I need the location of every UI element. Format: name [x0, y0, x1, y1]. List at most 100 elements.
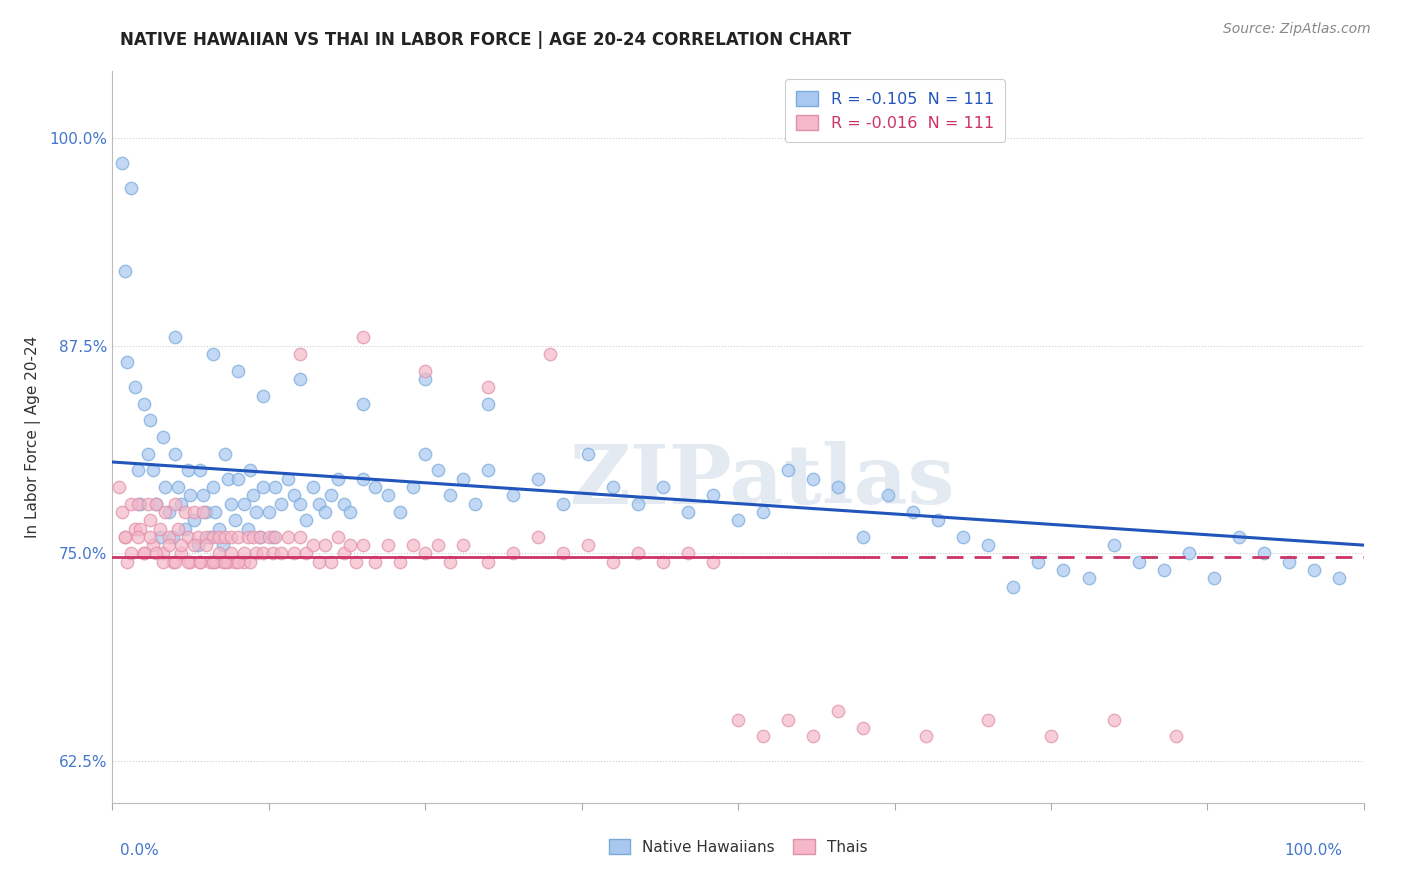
- Point: [117, 355, 139, 369]
- Point: [179, 555, 201, 569]
- Point: [162, 555, 184, 569]
- Point: [152, 546, 174, 560]
- Point: [187, 530, 209, 544]
- Point: [426, 538, 449, 552]
- Point: [226, 555, 249, 569]
- Point: [527, 530, 550, 544]
- Point: [1327, 571, 1350, 585]
- Point: [179, 488, 201, 502]
- Point: [252, 388, 274, 402]
- Point: [301, 538, 323, 552]
- Point: [451, 538, 474, 552]
- Point: [183, 505, 205, 519]
- Point: [174, 505, 197, 519]
- Point: [1002, 580, 1025, 594]
- Point: [413, 447, 436, 461]
- Point: [214, 555, 236, 569]
- Point: [915, 729, 938, 743]
- Point: [827, 480, 849, 494]
- Point: [439, 555, 461, 569]
- Point: [157, 538, 180, 552]
- Point: [413, 372, 436, 386]
- Point: [111, 156, 134, 170]
- Point: [977, 713, 1000, 727]
- Point: [132, 397, 155, 411]
- Point: [111, 505, 134, 519]
- Point: [221, 530, 243, 544]
- Text: 100.0%: 100.0%: [1285, 843, 1343, 858]
- Point: [120, 180, 142, 194]
- Point: [877, 488, 900, 502]
- Point: [346, 555, 368, 569]
- Point: [208, 546, 231, 560]
- Point: [290, 530, 312, 544]
- Point: [477, 555, 499, 569]
- Point: [191, 505, 214, 519]
- Point: [676, 546, 699, 560]
- Point: [224, 555, 246, 569]
- Point: [201, 555, 224, 569]
- Point: [239, 463, 262, 477]
- Point: [308, 497, 330, 511]
- Point: [352, 397, 374, 411]
- Point: [477, 380, 499, 394]
- Point: [139, 530, 162, 544]
- Point: [602, 555, 624, 569]
- Point: [333, 497, 356, 511]
- Point: [245, 546, 267, 560]
- Point: [170, 546, 193, 560]
- Point: [295, 513, 318, 527]
- Point: [208, 521, 231, 535]
- Point: [277, 530, 299, 544]
- Point: [187, 538, 209, 552]
- Point: [778, 713, 800, 727]
- Point: [314, 505, 336, 519]
- Point: [145, 497, 167, 511]
- Point: [242, 488, 264, 502]
- Point: [163, 497, 186, 511]
- Point: [652, 555, 675, 569]
- Point: [927, 513, 949, 527]
- Point: [352, 538, 374, 552]
- Point: [290, 372, 312, 386]
- Point: [402, 538, 425, 552]
- Point: [852, 530, 875, 544]
- Point: [226, 472, 249, 486]
- Point: [176, 530, 198, 544]
- Point: [295, 546, 318, 560]
- Point: [377, 488, 399, 502]
- Point: [107, 480, 129, 494]
- Point: [136, 447, 159, 461]
- Point: [120, 497, 142, 511]
- Point: [120, 546, 142, 560]
- Point: [232, 555, 254, 569]
- Point: [221, 497, 243, 511]
- Point: [778, 463, 800, 477]
- Point: [232, 546, 254, 560]
- Point: [1028, 555, 1050, 569]
- Point: [290, 347, 312, 361]
- Point: [208, 530, 231, 544]
- Point: [852, 721, 875, 735]
- Point: [149, 521, 172, 535]
- Point: [727, 713, 749, 727]
- Point: [201, 347, 224, 361]
- Point: [163, 330, 186, 344]
- Point: [249, 530, 271, 544]
- Point: [652, 480, 675, 494]
- Text: ZIPatlas: ZIPatlas: [571, 441, 956, 521]
- Point: [326, 530, 349, 544]
- Point: [1153, 563, 1175, 577]
- Point: [576, 538, 599, 552]
- Point: [257, 530, 280, 544]
- Point: [217, 555, 239, 569]
- Point: [141, 463, 163, 477]
- Point: [801, 472, 824, 486]
- Legend: Native Hawaiians, Thais: Native Hawaiians, Thais: [603, 833, 873, 861]
- Point: [195, 538, 218, 552]
- Point: [217, 472, 239, 486]
- Point: [221, 546, 243, 560]
- Point: [152, 430, 174, 444]
- Point: [352, 472, 374, 486]
- Point: [166, 480, 188, 494]
